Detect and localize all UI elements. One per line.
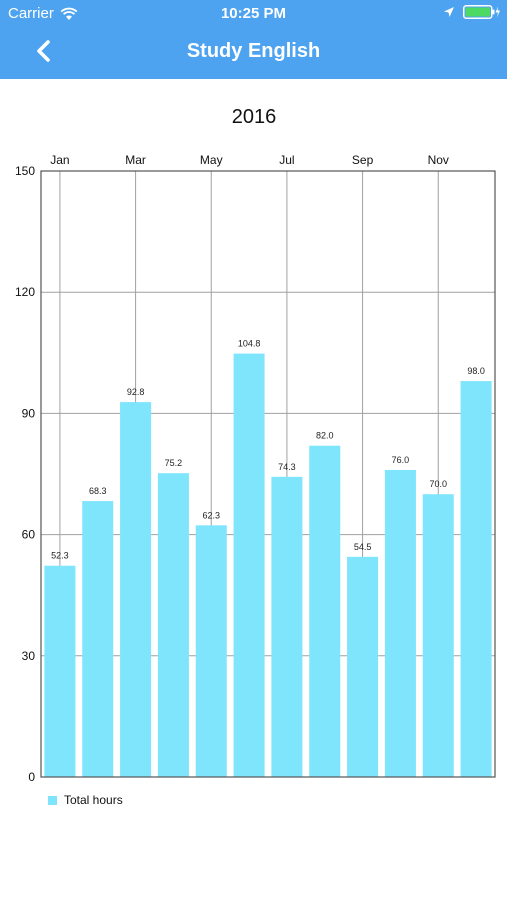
bar [271, 476, 303, 777]
bar [120, 402, 152, 777]
status-right [443, 5, 501, 19]
legend-label: Total hours [64, 793, 123, 807]
plot-frame [40, 170, 496, 778]
x-tick-label: Jan [50, 153, 69, 167]
bar [422, 494, 454, 777]
bar-data-label: 76.0 [392, 455, 410, 465]
chart-area: 2016 0 30 60 90 120 150 Jan Mar May Jul Sep Nov 52.3 6… [0, 79, 507, 900]
bar-data-label: 98.0 [467, 366, 485, 376]
bar-data-label: 68.3 [89, 486, 107, 496]
status-bar: Carrier 10:25 PM [0, 0, 507, 28]
bar-data-label: 74.3 [278, 462, 296, 472]
bar-data-label: 70.0 [429, 479, 447, 489]
carrier-label: Carrier [8, 5, 54, 22]
x-tick-label: Nov [428, 153, 449, 167]
bar-data-label: 54.5 [354, 542, 372, 552]
legend-swatch [48, 796, 57, 805]
bar-data-label: 75.2 [165, 458, 183, 468]
y-tick-label: 0 [28, 770, 35, 784]
bar-data-label: 62.3 [202, 510, 220, 520]
x-tick-label: May [200, 153, 223, 167]
bar-data-label: 52.3 [51, 551, 69, 561]
bar-chart: 2016 0 30 60 90 120 150 Jan Mar May Jul Sep Nov 52.3 6… [15, 106, 496, 807]
battery-icon [463, 5, 500, 19]
x-tick-label: Mar [125, 153, 146, 167]
bar-data-label: 92.8 [127, 387, 145, 397]
bar [233, 353, 265, 777]
bar [309, 445, 341, 777]
y-tick-label: 150 [15, 164, 35, 178]
bar [195, 525, 227, 777]
bar-data-label: 82.0 [316, 431, 334, 441]
status-left: Carrier [8, 5, 78, 22]
x-tick-label: Sep [352, 153, 374, 167]
page-title: Study English [186, 40, 321, 62]
wifi-icon [60, 7, 78, 20]
bar [44, 565, 76, 777]
x-tick-label: Jul [279, 153, 294, 167]
y-tick-label: 30 [22, 649, 36, 663]
bar [460, 381, 492, 777]
location-arrow-icon [444, 7, 454, 17]
back-button[interactable] [30, 36, 60, 66]
y-tick-label: 120 [15, 285, 35, 299]
y-tick-label: 60 [22, 528, 36, 542]
bar [384, 469, 416, 777]
status-time: 10:25 PM [220, 5, 287, 22]
navigation-header: Carrier 10:25 PM Study English [0, 0, 507, 79]
y-tick-label: 90 [22, 406, 36, 420]
bar-data-label: 104.8 [238, 339, 261, 349]
bar [82, 501, 114, 777]
chart-title: 2016 [232, 106, 277, 128]
bar [157, 473, 189, 777]
bar [347, 556, 379, 777]
